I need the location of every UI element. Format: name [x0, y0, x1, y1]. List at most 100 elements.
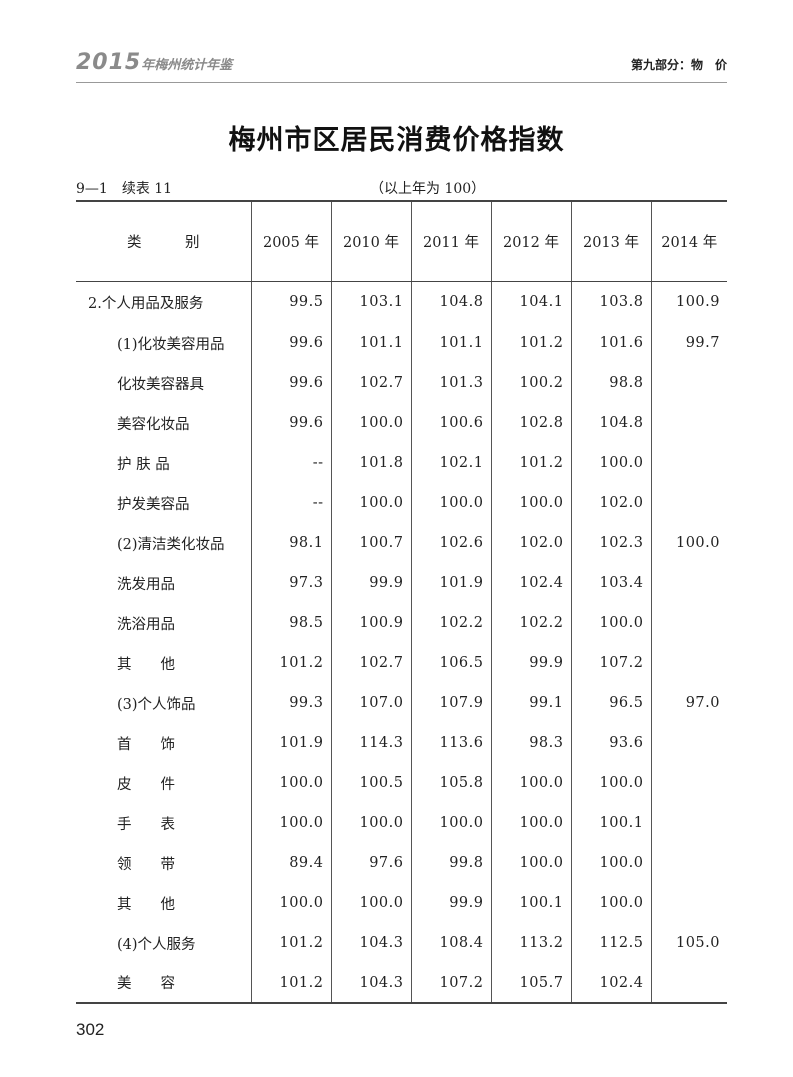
row-label: 其 他: [117, 656, 175, 673]
table-cell: 101.9: [410, 563, 491, 603]
table-cell: 104.3: [330, 963, 411, 1004]
base-note: （以上年为 100）: [370, 181, 486, 197]
table-header-row: 类 别 2005 年 2010 年 2011 年 2012 年 2013 年 2014 年: [76, 200, 727, 282]
table-row: 首 饰 101.9 114.3 113.6 98.3 93.6: [76, 723, 727, 763]
table-cell: 102.4: [490, 563, 571, 603]
row-label: 2.个人用品及服务: [88, 295, 204, 312]
row-label: (3)个人饰品: [117, 696, 196, 713]
table-cell: 102.7: [330, 363, 411, 403]
price-index-table: 类 别 2005 年 2010 年 2011 年 2012 年 2013 年 2014 年 …: [76, 200, 727, 1004]
table-cell: [650, 403, 727, 443]
row-label: 护发美容品: [117, 496, 190, 513]
row-label: (4)个人服务: [117, 936, 196, 953]
table-cell: 101.1: [410, 323, 491, 363]
table-cell: 101.2: [490, 443, 571, 483]
table-cell: 97.0: [650, 683, 727, 723]
table-cell: 105.0: [650, 923, 727, 963]
table-cell: 104.8: [570, 403, 651, 443]
table-cell: [650, 723, 727, 763]
row-label: 手 表: [117, 816, 175, 833]
column-header-year: 2005 年: [250, 200, 331, 282]
table-cell: 99.7: [650, 323, 727, 363]
table-cell: 100.0: [570, 883, 651, 923]
table-row: (4)个人服务 101.2 104.3 108.4 113.2 112.5 105.0: [76, 923, 727, 963]
table-cell: 101.2: [250, 923, 331, 963]
table-row: 美 容 101.2 104.3 107.2 105.7 102.4: [76, 963, 727, 1004]
table-cell: [650, 483, 727, 523]
table-cell: 107.2: [570, 643, 651, 683]
table-cell: 100.9: [330, 603, 411, 643]
row-label: 其 他: [117, 896, 175, 913]
table-cell: 100.0: [570, 763, 651, 803]
table-cell: 101.9: [250, 723, 331, 763]
table-number: 9—1 续表 11: [76, 181, 173, 197]
table-cell: 100.0: [570, 603, 651, 643]
table-cell: 100.7: [330, 523, 411, 563]
book-year: 2015: [76, 50, 142, 75]
table-cell: [650, 363, 727, 403]
table-cell: 100.0: [250, 883, 331, 923]
table-cell: 107.2: [410, 963, 491, 1004]
table-row: 2.个人用品及服务 99.5 103.1 104.8 104.1 103.8 100.9: [76, 281, 727, 323]
table-cell: 104.8: [410, 281, 491, 323]
row-label: (1)化妆美容用品: [117, 336, 225, 353]
table-cell: [650, 643, 727, 683]
table-cell: 100.0: [330, 483, 411, 523]
table-cell: 100.0: [410, 483, 491, 523]
table-row: 其 他 100.0 100.0 99.9 100.1 100.0: [76, 883, 727, 923]
table-cell: 98.5: [250, 603, 331, 643]
table-cell: 93.6: [570, 723, 651, 763]
table-cell: 100.0: [330, 403, 411, 443]
table-cell: 89.4: [250, 843, 331, 883]
table-cell: 100.0: [490, 803, 571, 843]
table-cell: 102.7: [330, 643, 411, 683]
table-cell: 99.6: [250, 403, 331, 443]
row-label: 领 带: [117, 856, 175, 873]
table-cell: 113.2: [490, 923, 571, 963]
table-row: (2)清洁类化妆品 98.1 100.7 102.6 102.0 102.3 100.0: [76, 523, 727, 563]
table-row: 美容化妆品 99.6 100.0 100.6 102.8 104.8: [76, 403, 727, 443]
table-cell: 102.8: [490, 403, 571, 443]
table-cell: [650, 603, 727, 643]
row-label: 皮 件: [117, 776, 175, 793]
table-cell: 105.7: [490, 963, 571, 1004]
table-cell: 100.0: [250, 763, 331, 803]
row-label: 护 肤 品: [117, 456, 170, 473]
table-cell: 98.3: [490, 723, 571, 763]
table-cell: 104.1: [490, 281, 571, 323]
table-cell: 100.0: [330, 803, 411, 843]
table-row: 洗发用品 97.3 99.9 101.9 102.4 103.4: [76, 563, 727, 603]
table-cell: [650, 843, 727, 883]
table-cell: 101.8: [330, 443, 411, 483]
table-cell: 108.4: [410, 923, 491, 963]
table-row: 领 带 89.4 97.6 99.8 100.0 100.0: [76, 843, 727, 883]
table-cell: 101.6: [570, 323, 651, 363]
table-cell: 101.2: [250, 643, 331, 683]
table-cell: 105.8: [410, 763, 491, 803]
table-cell: 114.3: [330, 723, 411, 763]
table-cell: 99.8: [410, 843, 491, 883]
table-cell: 102.0: [490, 523, 571, 563]
row-label: 首 饰: [117, 736, 175, 753]
table-cell: 103.8: [570, 281, 651, 323]
table-cell: 100.0: [490, 483, 571, 523]
table-cell: 102.6: [410, 523, 491, 563]
row-label: (2)清洁类化妆品: [117, 536, 225, 553]
table-cell: 99.1: [490, 683, 571, 723]
table-cell: --: [250, 443, 331, 483]
row-label: 洗浴用品: [117, 616, 175, 633]
table-cell: [650, 963, 727, 1004]
page-number: 302: [76, 1020, 105, 1039]
table-cell: 100.2: [490, 363, 571, 403]
section-title: 第九部分：物 价: [630, 58, 727, 72]
table-cell: 98.1: [250, 523, 331, 563]
table-cell: 102.0: [570, 483, 651, 523]
row-label: 美容化妆品: [117, 416, 190, 433]
table-cell: 102.3: [570, 523, 651, 563]
table-cell: 101.2: [250, 963, 331, 1004]
running-head: 2015年梅州统计年鉴 第九部分：物 价: [76, 48, 727, 83]
row-label: 化妆美容器具: [117, 376, 204, 393]
table-row: 护发美容品 -- 100.0 100.0 100.0 102.0: [76, 483, 727, 523]
table-cell: 99.9: [490, 643, 571, 683]
table-cell: [650, 803, 727, 843]
